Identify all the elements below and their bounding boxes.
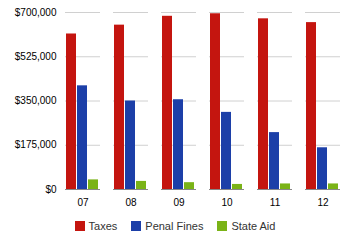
html-text:State Aid: State Aid bbox=[231, 220, 276, 232]
svg-text:$175,000: $175,000 bbox=[15, 139, 57, 150]
svg-text:$525,000: $525,000 bbox=[15, 51, 57, 62]
html-text:Taxes: Taxes bbox=[88, 220, 118, 232]
html-text:Penal Fines: Penal Fines bbox=[145, 220, 204, 232]
svg-text:$0: $0 bbox=[45, 184, 57, 195]
svg-text:$700,000: $700,000 bbox=[15, 7, 57, 18]
svg-text:11: 11 bbox=[270, 197, 281, 208]
svg-text:08: 08 bbox=[125, 197, 137, 208]
svg-text:10: 10 bbox=[221, 197, 233, 208]
svg-text:12: 12 bbox=[317, 197, 329, 208]
svg-text:07: 07 bbox=[77, 197, 89, 208]
svg-text:$350,000: $350,000 bbox=[15, 95, 57, 106]
svg-text:09: 09 bbox=[173, 197, 185, 208]
